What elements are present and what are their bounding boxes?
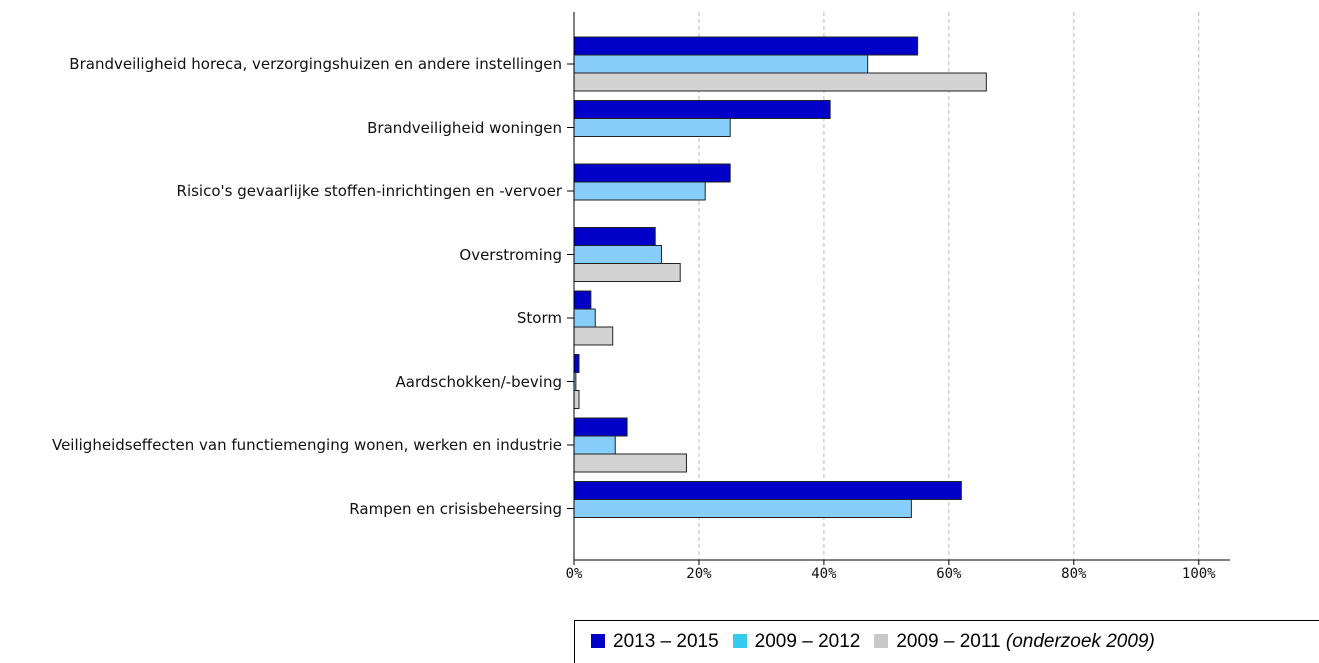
category-text: Overstroming (459, 245, 562, 264)
legend-swatch (732, 634, 747, 648)
legend-label: 2013 – 2015 (613, 631, 719, 652)
category-text: Storm (516, 309, 562, 327)
bar (573, 263, 681, 282)
legend: 2013 – 2015 2009 – 2012 2009 – 2011 (onder… (574, 620, 1319, 663)
legend-item: 2009 – 2011 (onderzoek 2009) (874, 631, 1155, 653)
bar (573, 54, 869, 74)
bar (573, 499, 912, 518)
category-label: Aardschokken/-beving (0, 355, 563, 409)
legend-label: 2009 – 2011 (896, 631, 1001, 652)
bar (573, 72, 987, 92)
x-tick-label: 40% (811, 566, 837, 582)
legend-note: (onderzoek 2009) (1005, 631, 1155, 652)
category-label: Brandveiligheid woningen (0, 101, 562, 155)
legend-item: 2009 – 2012 (732, 631, 861, 653)
category-label: Veiligheidseffecten van functiemenging w… (0, 418, 562, 472)
category-text: Brandveiligheid horeca, verzorgingshuize… (69, 55, 562, 73)
bar (573, 227, 656, 246)
x-tick-label: 20% (686, 566, 712, 582)
bar (573, 245, 662, 264)
x-tick-label: 80% (1061, 566, 1087, 582)
x-tick-label: 100% (1182, 566, 1216, 582)
bar (573, 100, 831, 119)
category-text: Aardschokken/-beving (395, 372, 563, 391)
bar (573, 308, 596, 328)
category-label: Risico's gevaarlijke stoffen-inrichtinge… (0, 164, 562, 218)
bar (573, 36, 919, 56)
bar (573, 417, 628, 437)
bar (573, 326, 614, 346)
legend-swatch (591, 634, 605, 648)
category-label: Overstroming (0, 228, 562, 282)
category-label: Rampen en crisisbeheersing (0, 482, 562, 536)
bar (573, 290, 592, 310)
category-text: Veiligheidseffecten van functiemenging w… (51, 436, 562, 454)
category-label: Storm (0, 291, 562, 345)
x-tick-label: 60% (936, 566, 962, 582)
category-text: Risico's gevaarlijke stoffen-inrichtinge… (176, 182, 562, 200)
bar (573, 354, 580, 373)
category-text: Brandveiligheid woningen (367, 118, 562, 137)
bar (573, 481, 962, 500)
legend-item: 2013 – 2015 (591, 631, 719, 653)
legend-swatch (874, 634, 889, 648)
bar (573, 453, 687, 473)
category-text: Rampen en crisisbeheersing (349, 499, 562, 518)
bar (573, 118, 731, 137)
legend-label: 2009 – 2012 (754, 631, 861, 652)
bar (573, 390, 580, 409)
bar (573, 181, 706, 201)
bar (573, 163, 731, 183)
category-label: Brandveiligheid horeca, verzorgingshuize… (0, 37, 562, 91)
x-tick-label: 0% (566, 566, 583, 582)
bar (573, 435, 616, 455)
